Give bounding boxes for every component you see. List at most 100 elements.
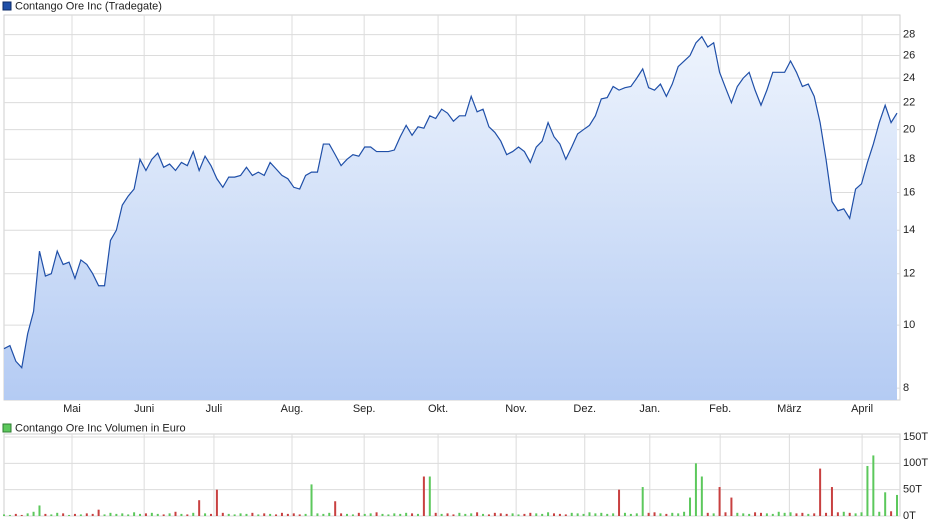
volume-bar <box>712 513 715 516</box>
y-tick-label: 26 <box>903 49 915 61</box>
volume-bar <box>830 487 833 516</box>
volume-bar <box>20 514 23 516</box>
volume-bar <box>357 512 360 516</box>
volume-bar <box>227 513 230 516</box>
volume-bar <box>233 514 236 516</box>
volume-bar <box>659 513 662 516</box>
volume-bar <box>618 489 621 516</box>
y-tick-label: 16 <box>903 186 915 198</box>
volume-bar <box>298 514 301 516</box>
volume-bar <box>316 513 319 516</box>
volume-bar <box>257 514 260 516</box>
volume-bar <box>517 514 520 516</box>
volume-bar <box>482 513 485 516</box>
x-tick-label: Dez. <box>573 403 596 415</box>
volume-bar <box>133 512 136 516</box>
volume-bar <box>854 513 857 516</box>
volume-bar <box>848 512 851 516</box>
volume-bar <box>842 511 845 516</box>
volume-bar <box>765 513 768 516</box>
volume-bar <box>215 489 218 516</box>
x-tick-label: Feb. <box>709 403 731 415</box>
volume-bar <box>635 513 638 516</box>
x-tick-label: Aug. <box>281 403 304 415</box>
volume-bar <box>239 513 242 516</box>
volume-bar <box>62 513 65 516</box>
volume-bar <box>399 513 402 516</box>
legend-label: Contango Ore Inc Volumen in Euro <box>15 422 186 434</box>
volume-bar <box>594 513 597 516</box>
volume-bar <box>558 513 561 516</box>
volume-bar <box>730 497 733 516</box>
volume-bar <box>251 512 254 516</box>
volume-bar <box>813 513 816 516</box>
volume-bar <box>26 513 29 516</box>
volume-bar <box>434 512 437 516</box>
x-tick-label: Jan. <box>639 403 660 415</box>
volume-bar <box>322 513 325 516</box>
volume-bar <box>523 513 526 516</box>
volume-bar <box>168 513 171 516</box>
volume-bar <box>192 512 195 516</box>
volume-bar <box>440 513 443 516</box>
volume-bar <box>535 513 538 516</box>
volume-bar <box>44 513 47 516</box>
volume-bar <box>677 513 680 516</box>
volume-bar <box>127 514 130 516</box>
volume-bar <box>606 513 609 516</box>
volume-bar <box>783 512 786 516</box>
x-tick-label: April <box>851 403 873 415</box>
volume-bar <box>103 514 106 516</box>
volume-bar <box>683 511 686 516</box>
volume-bar <box>836 512 839 516</box>
volume-bar <box>286 513 289 516</box>
volume-bar <box>896 494 898 516</box>
volume-bar <box>198 500 201 516</box>
volume-bar <box>665 513 668 516</box>
volume-bar <box>209 513 212 516</box>
volume-bar <box>499 513 502 516</box>
volume-bar <box>470 513 473 516</box>
x-tick-label: Mai <box>63 403 81 415</box>
volume-bar <box>487 514 490 516</box>
volume-bar <box>706 512 709 516</box>
volume-bar <box>50 514 53 516</box>
volume-bar <box>754 512 757 516</box>
volume-bar <box>777 511 780 516</box>
volume-bar <box>73 513 76 516</box>
volume-bar <box>464 513 467 516</box>
volume-bar <box>600 512 603 516</box>
volume-bar <box>204 513 207 516</box>
volume-bar <box>180 513 183 516</box>
volume-bar <box>458 512 461 516</box>
volume-bar <box>405 512 408 516</box>
volume-bar <box>328 512 331 516</box>
volume-bar <box>56 512 59 516</box>
volume-bar <box>38 505 41 516</box>
volume-bar <box>186 514 189 516</box>
legend-swatch <box>2 423 12 433</box>
volume-bar <box>351 514 354 516</box>
volume-bar <box>245 513 248 516</box>
volume-bar <box>428 476 431 516</box>
volume-bar <box>115 513 118 516</box>
volume-bar <box>759 512 762 516</box>
y-tick-label: 28 <box>903 29 915 41</box>
y-tick-label: 50T <box>903 484 922 496</box>
volume-bar <box>872 455 875 516</box>
volume-bar <box>452 514 455 516</box>
legend-swatch <box>2 1 12 11</box>
volume-bar <box>411 513 414 516</box>
price-line <box>3 35 898 370</box>
volume-bar <box>771 513 774 516</box>
volume-bar <box>68 514 71 516</box>
volume-bar <box>878 511 881 516</box>
volume-bar <box>422 476 425 516</box>
volume-bar <box>369 513 372 516</box>
volume-bar <box>718 487 721 516</box>
volume-bar <box>156 513 159 516</box>
volume-bar <box>647 512 650 516</box>
volume-bar <box>700 476 703 516</box>
y-tick-label: 10 <box>903 319 915 331</box>
volume-bar <box>97 509 100 516</box>
